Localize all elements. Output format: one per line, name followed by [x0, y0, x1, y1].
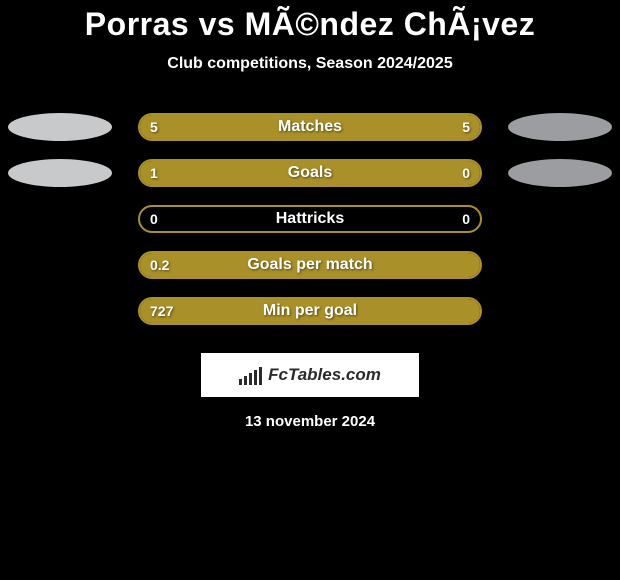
stat-bar-track: [138, 205, 482, 233]
stat-value-left: 0.2: [150, 251, 169, 279]
team-badge-left: [8, 159, 112, 187]
team-badge-right: [508, 113, 612, 141]
stat-bar-track: [138, 159, 482, 187]
logo-text: FcTables.com: [268, 365, 381, 385]
stat-bar-track: [138, 297, 482, 325]
comparison-infographic: Porras vs MÃ©ndez ChÃ¡vez Club competiti…: [0, 0, 620, 580]
footer-date: 13 november 2024: [0, 413, 620, 430]
stat-row: Goals10: [0, 157, 620, 203]
stat-row: Min per goal727: [0, 295, 620, 341]
stat-value-left: 727: [150, 297, 173, 325]
stat-bar-track: [138, 251, 482, 279]
stat-bar-fill-left: [140, 115, 480, 139]
page-subtitle: Club competitions, Season 2024/2025: [0, 55, 620, 73]
page-title: Porras vs MÃ©ndez ChÃ¡vez: [0, 0, 620, 43]
stat-value-left: 0: [150, 205, 158, 233]
site-logo: FcTables.com: [201, 353, 419, 397]
stat-bar-fill-left: [140, 161, 398, 185]
stat-row: Hattricks00: [0, 203, 620, 249]
stat-value-left: 1: [150, 159, 158, 187]
stat-value-right: 0: [462, 159, 470, 187]
stat-value-right: 0: [462, 205, 470, 233]
team-badge-right: [508, 159, 612, 187]
stat-bar-track: [138, 113, 482, 141]
stat-row: Goals per match0.2: [0, 249, 620, 295]
stat-value-right: 5: [462, 113, 470, 141]
stat-value-left: 5: [150, 113, 158, 141]
stat-row: Matches55: [0, 111, 620, 157]
logo-bars-icon: [239, 365, 262, 385]
stat-rows: Matches55Goals10Hattricks00Goals per mat…: [0, 111, 620, 341]
team-badge-left: [8, 113, 112, 141]
stat-bar-fill-left: [140, 299, 480, 323]
stat-bar-fill-left: [140, 253, 480, 277]
